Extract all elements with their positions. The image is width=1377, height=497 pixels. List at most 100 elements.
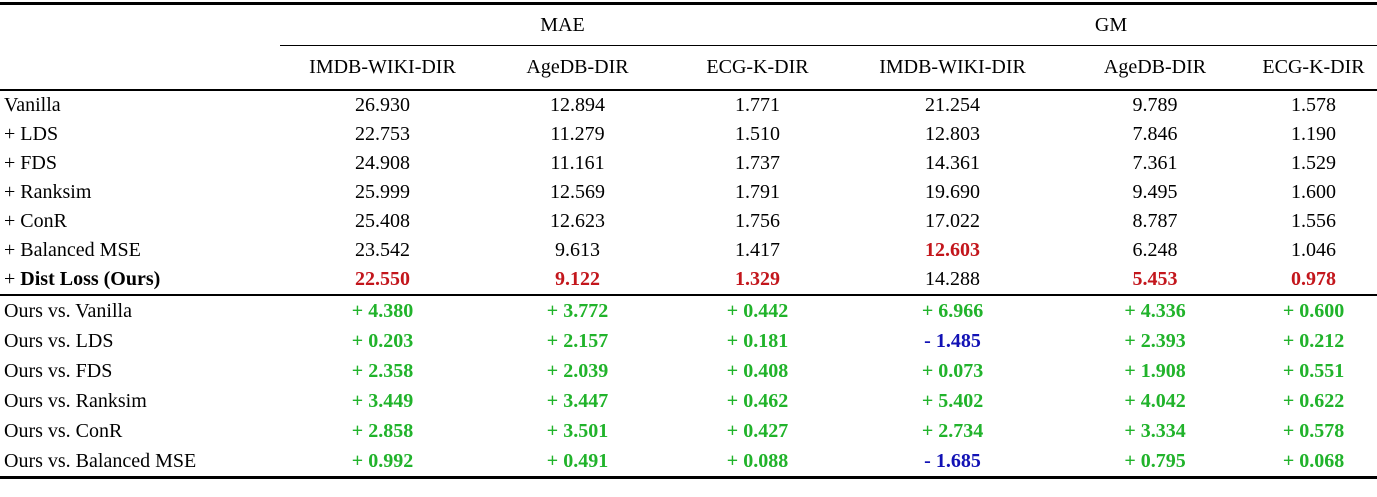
- metric-value: + 3.501: [546, 419, 609, 442]
- method-name: Ours vs. ConR: [4, 419, 123, 442]
- row-label: Ours vs. LDS: [0, 326, 280, 356]
- metric-value: + 3.772: [546, 299, 609, 322]
- metric-value: 23.542: [355, 239, 410, 261]
- metric-value: + 6.966: [921, 299, 984, 322]
- metric-value: 9.789: [1132, 94, 1178, 116]
- metric-value: 25.408: [355, 210, 410, 232]
- metric-value: 1.600: [1291, 181, 1337, 203]
- results-table: MAE GM IMDB-WIKI-DIR AgeDB-DIR ECG-K-DIR…: [0, 2, 1377, 479]
- metric-value: - 1.485: [924, 329, 981, 352]
- metric-value: 1.529: [1291, 152, 1337, 174]
- method-row: + LDS 22.753 11.279 1.510 12.803 7.846 1.190: [0, 120, 1377, 149]
- metric-value: + 0.212: [1282, 329, 1345, 352]
- metric-value: + 0.203: [351, 329, 414, 352]
- method-row: + Balanced MSE 23.542 9.613 1.417 12.603 6.24…: [0, 236, 1377, 265]
- metric-value: + 0.551: [1282, 359, 1345, 382]
- method-row: + FDS 24.908 11.161 1.737 14.361 7.361 1.529: [0, 149, 1377, 178]
- metric-value: 11.279: [550, 123, 605, 145]
- metric-value: + 0.427: [726, 419, 789, 442]
- metric-value: 9.613: [555, 239, 600, 261]
- metric-value: + 3.447: [546, 389, 609, 412]
- metric-value: + 0.408: [726, 359, 789, 382]
- method-name: ConR: [20, 210, 67, 232]
- metric-value: + 0.622: [1282, 389, 1345, 412]
- metric-value: + 0.578: [1282, 419, 1345, 442]
- method-name: Ours vs. FDS: [4, 359, 113, 382]
- metric-value: 1.510: [735, 123, 780, 145]
- row-label: Vanilla: [0, 90, 280, 120]
- metric-value: 11.161: [550, 152, 605, 174]
- method-name: FDS: [20, 152, 57, 174]
- metric-value: + 0.068: [1282, 449, 1345, 472]
- method-row: Vanilla 26.930 12.894 1.771 21.254 9.789 1.578: [0, 90, 1377, 120]
- metric-value: 6.248: [1132, 239, 1178, 261]
- metric-value: 17.022: [925, 210, 981, 232]
- method-name: Dist Loss (Ours): [20, 268, 161, 290]
- method-name: Ours vs. Ranksim: [4, 389, 147, 412]
- method-row: + Dist Loss (Ours) 22.550 9.122 1.329 14.288…: [0, 265, 1377, 296]
- method-name: Ours vs. LDS: [4, 329, 114, 352]
- corner-cell: [0, 4, 280, 46]
- corner-cell-2: [0, 45, 280, 91]
- metric-value: + 4.336: [1124, 299, 1186, 322]
- metric-value: 25.999: [355, 181, 410, 203]
- dataset-header-row: IMDB-WIKI-DIR AgeDB-DIR ECG-K-DIR IMDB-W…: [0, 45, 1377, 91]
- metric-value: 24.908: [355, 152, 410, 174]
- comparison-row: Ours vs. LDS + 0.203 + 2.157 + 0.181 - 1.485…: [0, 326, 1377, 356]
- metric-value: 1.756: [735, 210, 780, 232]
- comparison-row: Ours vs. FDS + 2.358 + 2.039 + 0.408 + 0.073…: [0, 356, 1377, 386]
- metric-value: 22.753: [355, 123, 410, 145]
- comparison-row: Ours vs. ConR + 2.858 + 3.501 + 0.427 + 2.73…: [0, 416, 1377, 446]
- metric-value: 26.930: [355, 94, 410, 116]
- row-label: Ours vs. FDS: [0, 356, 280, 386]
- method-results-section: Vanilla 26.930 12.894 1.771 21.254 9.789 1.578…: [0, 90, 1377, 296]
- comparison-row: Ours vs. Ranksim + 3.449 + 3.447 + 0.462 + 5…: [0, 386, 1377, 416]
- metric-value: + 5.402: [921, 389, 984, 412]
- row-label: + ConR: [4, 210, 67, 232]
- metric-value: 8.787: [1132, 210, 1178, 232]
- metric-value: 1.737: [735, 152, 780, 174]
- metric-value: + 1.908: [1124, 359, 1186, 382]
- metric-value: + 0.088: [726, 449, 789, 472]
- metric-value: 1.329: [670, 265, 846, 296]
- comparison-section: Ours vs. Vanilla + 4.380 + 3.772 + 0.442 + 6…: [0, 295, 1377, 478]
- method-row: + Ranksim 25.999 12.569 1.791 19.690 9.495 1.6…: [0, 178, 1377, 207]
- metric-value: 19.690: [925, 181, 981, 203]
- metric-value: + 2.358: [351, 359, 414, 382]
- metric-value: + 0.992: [351, 449, 414, 472]
- method-row: + ConR 25.408 12.623 1.756 17.022 8.787 1.556: [0, 207, 1377, 236]
- metric-value: 22.550: [280, 265, 485, 296]
- metric-value: + 0.181: [726, 329, 789, 352]
- metric-value: 7.361: [1132, 152, 1178, 174]
- row-label: Ours vs. Balanced MSE: [0, 446, 280, 478]
- group-header-mae: MAE: [280, 3, 846, 46]
- column-header-gm-agedb: AgeDB-DIR: [1060, 45, 1251, 91]
- metric-value: 14.288: [845, 265, 1061, 296]
- metric-value: + 0.462: [726, 389, 789, 412]
- group-header-gm: GM: [845, 3, 1377, 46]
- metric-value: + 3.449: [351, 389, 414, 412]
- method-name: LDS: [20, 123, 59, 145]
- metric-value: + 2.734: [921, 419, 984, 442]
- column-header-mae-ecg: ECG-K-DIR: [670, 45, 846, 91]
- metric-value: + 3.334: [1124, 419, 1186, 442]
- metric-value: - 1.685: [924, 449, 981, 472]
- method-name: Ours vs. Vanilla: [4, 299, 132, 322]
- method-name: Ours vs. Balanced MSE: [4, 449, 197, 472]
- metric-value: 1.771: [735, 94, 780, 116]
- metric-value: 9.495: [1132, 181, 1178, 203]
- metric-group-header-row: MAE GM: [0, 3, 1377, 46]
- column-header-mae-imdb: IMDB-WIKI-DIR: [280, 45, 485, 91]
- metric-value: 1.556: [1291, 210, 1337, 232]
- row-label: + LDS: [4, 123, 59, 145]
- metric-value: + 2.393: [1124, 329, 1186, 352]
- row-label: + Balanced MSE: [4, 239, 141, 261]
- metric-value: 12.623: [550, 210, 605, 232]
- column-header-gm-imdb: IMDB-WIKI-DIR: [845, 45, 1061, 91]
- metric-value: + 0.600: [1282, 299, 1345, 322]
- comparison-row: Ours vs. Vanilla + 4.380 + 3.772 + 0.442 + 6…: [0, 295, 1377, 326]
- metric-value: 0.978: [1250, 265, 1377, 296]
- metric-value: 5.453: [1060, 265, 1251, 296]
- metric-value: 12.803: [925, 123, 981, 145]
- method-name: Balanced MSE: [20, 239, 141, 261]
